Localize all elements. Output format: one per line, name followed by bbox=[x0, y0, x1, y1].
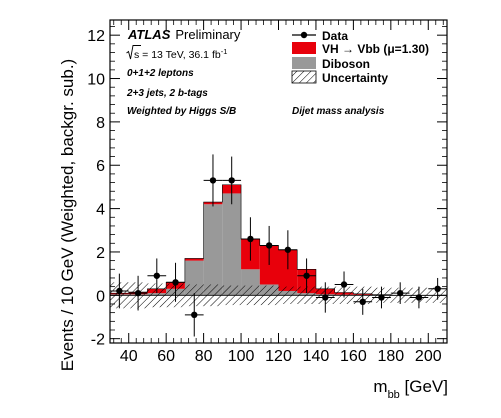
data-point-7 bbox=[247, 235, 254, 243]
sqrt-s: s bbox=[134, 49, 139, 61]
legend-uncertainty-swatch bbox=[291, 70, 317, 84]
x-axis-label-unit: [GeV] bbox=[400, 377, 448, 396]
x-tick-label-100: 100 bbox=[228, 348, 255, 365]
data-point-6 bbox=[228, 177, 235, 184]
data-point-13 bbox=[359, 298, 366, 306]
energy-lumi-value: = 13 TeV, 36.1 fb bbox=[139, 49, 221, 61]
y-axis-label: Events / 10 GeV (Weighted, backgr. sub.) bbox=[58, 59, 77, 371]
y-tick-label--2: -2 bbox=[91, 332, 105, 349]
atlas-label: ATLAS Preliminary bbox=[127, 27, 241, 42]
data-point-10 bbox=[303, 272, 310, 279]
y-tick-label-0: 0 bbox=[96, 288, 105, 305]
stack-bars bbox=[110, 184, 447, 296]
legend-data-label: Data bbox=[322, 29, 348, 43]
legend-diboson-label: Diboson bbox=[322, 57, 370, 71]
x-tick-label-200: 200 bbox=[415, 348, 442, 365]
weighting-label: Weighted by Higgs S/B bbox=[127, 106, 236, 117]
bar-diboson-6 bbox=[222, 193, 242, 296]
data-point-5 bbox=[209, 177, 217, 184]
lumi-superscript: -1 bbox=[221, 47, 228, 56]
y-tick-label-10: 10 bbox=[87, 72, 105, 89]
legend-uncertainty-label: Uncertainty bbox=[322, 71, 388, 85]
data-point-9 bbox=[284, 246, 292, 253]
legend-vh-arrow: → bbox=[342, 42, 354, 56]
data-point-15 bbox=[396, 289, 404, 297]
legend-vh-label: VH → Vbb (μ=1.30) bbox=[322, 42, 429, 56]
x-tick-label-140: 140 bbox=[303, 348, 330, 365]
x-axis-label-main: m bbox=[373, 377, 387, 396]
data-point-16 bbox=[415, 294, 423, 301]
legend-vh-main: VH bbox=[322, 42, 342, 56]
legend-vh-rest: Vbb (μ=1.30) bbox=[354, 42, 429, 56]
data-point-11 bbox=[322, 294, 329, 301]
data-point-3 bbox=[172, 279, 179, 286]
x-tick-label-80: 80 bbox=[195, 348, 213, 365]
x-axis-label: mbb [GeV] bbox=[373, 377, 448, 401]
y-tick-label-6: 6 bbox=[96, 158, 105, 175]
legend-diboson-swatch bbox=[292, 57, 316, 69]
bar-diboson-5 bbox=[203, 204, 223, 296]
data-point-2 bbox=[153, 272, 161, 279]
x-tick-label-160: 160 bbox=[340, 348, 367, 365]
y-tick-label-2: 2 bbox=[96, 245, 105, 262]
x-tick-label-40: 40 bbox=[120, 348, 138, 365]
x-axis-label-sub: bb bbox=[388, 389, 400, 401]
channels-label: 0+1+2 leptons bbox=[127, 68, 194, 79]
analysis-label: Dijet mass analysis bbox=[292, 106, 385, 117]
data-point-14 bbox=[378, 294, 385, 301]
experiment-status: Preliminary bbox=[175, 27, 241, 42]
y-tick-label-8: 8 bbox=[96, 115, 105, 132]
data-points bbox=[110, 154, 447, 337]
bar-vh-9 bbox=[278, 249, 298, 291]
legend-vh-swatch bbox=[292, 42, 316, 54]
axis-ticks: 40 60 80 100 120 140 160 180 200 -2 0 2 4 6 8 10 12 bbox=[87, 20, 447, 365]
y-tick-label-12: 12 bbox=[87, 28, 105, 45]
data-point-1 bbox=[134, 289, 142, 297]
data-point-8 bbox=[265, 242, 273, 249]
data-point-4 bbox=[191, 311, 198, 319]
x-tick-label-180: 180 bbox=[377, 348, 404, 365]
sqrt-symbol bbox=[126, 45, 141, 60]
data-point-12 bbox=[340, 281, 348, 288]
energy-lumi: s = 13 TeV, 36.1 fb-1 bbox=[134, 47, 227, 61]
jets-label: 2+3 jets, 2 b-tags bbox=[126, 88, 208, 99]
data-point-0 bbox=[116, 287, 123, 295]
x-tick-label-60: 60 bbox=[157, 348, 175, 365]
data-point-17 bbox=[434, 285, 441, 293]
legend: Data VH → Vbb (μ=1.30) Diboson Uncertain… bbox=[291, 29, 429, 85]
x-tick-label-120: 120 bbox=[265, 348, 292, 365]
legend-data-marker bbox=[300, 31, 308, 39]
bar-vh-4 bbox=[184, 258, 204, 261]
experiment-name: ATLAS bbox=[127, 27, 171, 42]
y-tick-label-4: 4 bbox=[96, 202, 105, 219]
